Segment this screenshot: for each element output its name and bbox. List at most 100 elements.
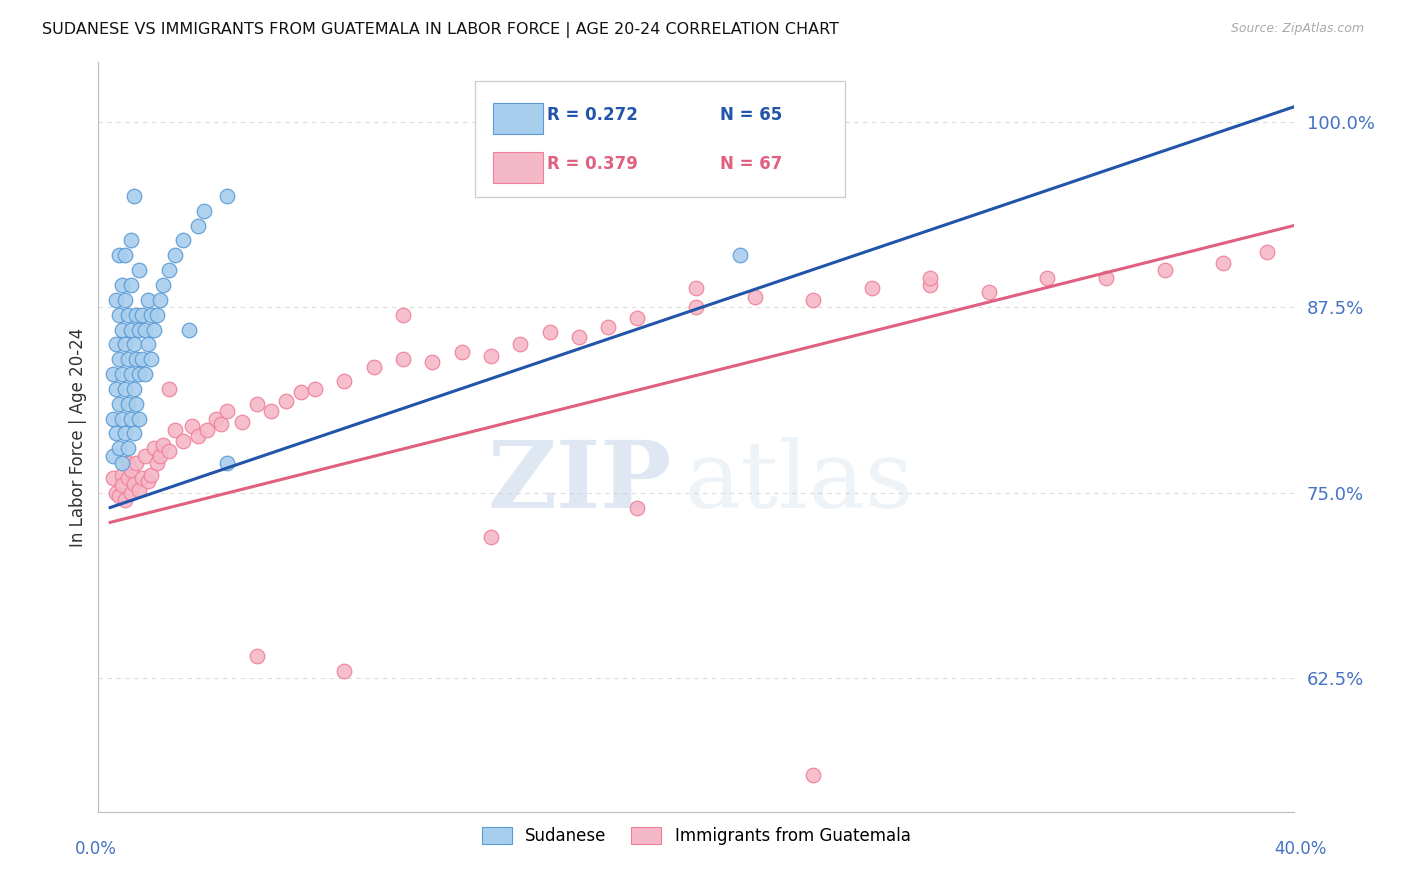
Text: Source: ZipAtlas.com: Source: ZipAtlas.com bbox=[1230, 22, 1364, 36]
FancyBboxPatch shape bbox=[494, 103, 543, 135]
Point bbox=[685, 300, 707, 314]
Point bbox=[246, 397, 269, 411]
Point bbox=[111, 478, 134, 492]
Point bbox=[274, 393, 297, 408]
Point bbox=[187, 219, 209, 233]
Point bbox=[141, 352, 163, 367]
Point bbox=[179, 322, 201, 336]
Point bbox=[128, 263, 150, 277]
Point bbox=[626, 310, 648, 325]
Point bbox=[163, 248, 186, 262]
Point bbox=[117, 397, 139, 411]
Point bbox=[114, 382, 136, 396]
Point bbox=[920, 270, 942, 285]
Point bbox=[146, 308, 169, 322]
Point bbox=[122, 337, 145, 351]
Point bbox=[122, 189, 145, 203]
Point bbox=[450, 344, 472, 359]
Point bbox=[363, 359, 385, 374]
Point bbox=[181, 419, 204, 434]
Point bbox=[204, 411, 226, 425]
Point bbox=[125, 456, 148, 470]
Text: SUDANESE VS IMMIGRANTS FROM GUATEMALA IN LABOR FORCE | AGE 20-24 CORRELATION CHA: SUDANESE VS IMMIGRANTS FROM GUATEMALA IN… bbox=[42, 22, 839, 38]
Point bbox=[143, 322, 166, 336]
Point bbox=[626, 500, 648, 515]
Y-axis label: In Labor Force | Age 20-24: In Labor Force | Age 20-24 bbox=[69, 327, 87, 547]
Point bbox=[114, 426, 136, 441]
Point bbox=[172, 234, 194, 248]
Point bbox=[111, 322, 134, 336]
Point bbox=[108, 441, 131, 455]
Text: R = 0.272: R = 0.272 bbox=[547, 106, 637, 124]
Point bbox=[1153, 263, 1175, 277]
Point bbox=[122, 476, 145, 491]
FancyBboxPatch shape bbox=[475, 81, 845, 197]
Point bbox=[125, 308, 148, 322]
Point bbox=[117, 352, 139, 367]
Point bbox=[479, 530, 502, 544]
Point bbox=[117, 471, 139, 485]
Point bbox=[260, 404, 283, 418]
Point bbox=[152, 278, 174, 293]
Point bbox=[120, 463, 142, 477]
Point bbox=[136, 474, 159, 488]
Point bbox=[108, 489, 131, 503]
Point bbox=[392, 352, 415, 367]
Point bbox=[128, 322, 150, 336]
Point bbox=[728, 248, 751, 262]
Point bbox=[685, 281, 707, 295]
Point bbox=[157, 444, 180, 458]
Point bbox=[392, 308, 415, 322]
Point bbox=[134, 449, 156, 463]
Point bbox=[1095, 270, 1118, 285]
Text: 40.0%: 40.0% bbox=[1274, 840, 1327, 858]
Point bbox=[117, 441, 139, 455]
Text: atlas: atlas bbox=[685, 437, 914, 527]
Point bbox=[111, 367, 134, 381]
Point bbox=[108, 397, 131, 411]
Point bbox=[246, 648, 269, 663]
Text: N = 67: N = 67 bbox=[720, 154, 782, 172]
Point bbox=[187, 429, 209, 443]
Point bbox=[131, 308, 153, 322]
Point bbox=[211, 417, 233, 432]
Point bbox=[117, 308, 139, 322]
Point bbox=[120, 278, 142, 293]
Point bbox=[111, 411, 134, 425]
Point bbox=[111, 467, 134, 482]
Text: ZIP: ZIP bbox=[488, 437, 672, 527]
Point bbox=[714, 174, 737, 188]
Point bbox=[304, 382, 326, 396]
Point bbox=[117, 456, 139, 470]
Point bbox=[101, 411, 124, 425]
Point bbox=[231, 415, 253, 429]
Point bbox=[149, 293, 172, 307]
Point bbox=[152, 438, 174, 452]
Point bbox=[801, 767, 824, 781]
Point bbox=[134, 367, 156, 381]
Point bbox=[538, 326, 561, 340]
Point bbox=[108, 308, 131, 322]
Point bbox=[509, 337, 531, 351]
Point bbox=[125, 397, 148, 411]
Point bbox=[509, 159, 531, 173]
Point bbox=[195, 424, 218, 438]
Point bbox=[122, 382, 145, 396]
Point bbox=[111, 278, 134, 293]
Point bbox=[120, 411, 142, 425]
Point bbox=[105, 337, 128, 351]
Point bbox=[114, 248, 136, 262]
Point bbox=[290, 384, 312, 399]
Point bbox=[143, 441, 166, 455]
Point bbox=[108, 248, 131, 262]
Text: N = 65: N = 65 bbox=[720, 106, 782, 124]
Point bbox=[120, 367, 142, 381]
Point bbox=[114, 337, 136, 351]
Point bbox=[217, 189, 239, 203]
Point bbox=[105, 382, 128, 396]
Point bbox=[101, 449, 124, 463]
Point bbox=[744, 290, 766, 304]
Point bbox=[422, 355, 444, 369]
Point bbox=[131, 471, 153, 485]
Point bbox=[157, 382, 180, 396]
